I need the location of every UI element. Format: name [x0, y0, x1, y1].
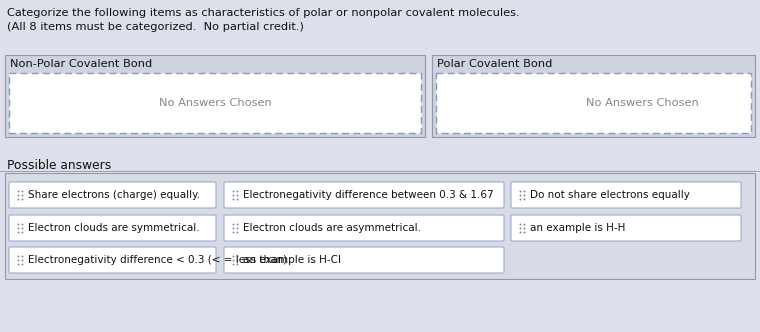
Text: Electron clouds are symmetrical.: Electron clouds are symmetrical.: [28, 223, 200, 233]
Text: Share electrons (charge) equally.: Share electrons (charge) equally.: [28, 190, 200, 200]
FancyBboxPatch shape: [9, 73, 421, 133]
FancyBboxPatch shape: [9, 247, 216, 273]
Text: Non-Polar Covalent Bond: Non-Polar Covalent Bond: [10, 59, 152, 69]
FancyBboxPatch shape: [224, 215, 504, 241]
FancyBboxPatch shape: [436, 73, 751, 133]
Text: No Answers Chosen: No Answers Chosen: [585, 98, 698, 108]
FancyBboxPatch shape: [224, 247, 504, 273]
FancyBboxPatch shape: [5, 173, 755, 279]
Text: (All 8 items must be categorized.  No partial credit.): (All 8 items must be categorized. No par…: [7, 22, 304, 32]
Text: an example is H-H: an example is H-H: [530, 223, 625, 233]
FancyBboxPatch shape: [432, 55, 755, 137]
FancyBboxPatch shape: [511, 215, 741, 241]
Text: Electronegativity difference between 0.3 & 1.67: Electronegativity difference between 0.3…: [243, 190, 494, 200]
Text: Do not share electrons equally: Do not share electrons equally: [530, 190, 690, 200]
FancyBboxPatch shape: [9, 182, 216, 208]
FancyBboxPatch shape: [5, 55, 425, 137]
Text: Electronegativity difference < 0.3 (< = less than): Electronegativity difference < 0.3 (< = …: [28, 255, 287, 265]
Text: Polar Covalent Bond: Polar Covalent Bond: [437, 59, 553, 69]
FancyBboxPatch shape: [9, 215, 216, 241]
FancyBboxPatch shape: [511, 182, 741, 208]
Text: Electron clouds are asymmetrical.: Electron clouds are asymmetrical.: [243, 223, 421, 233]
FancyBboxPatch shape: [224, 182, 504, 208]
Text: No Answers Chosen: No Answers Chosen: [159, 98, 271, 108]
Text: an example is H-Cl: an example is H-Cl: [243, 255, 341, 265]
Text: Categorize the following items as characteristics of polar or nonpolar covalent : Categorize the following items as charac…: [7, 8, 520, 18]
Text: Possible answers: Possible answers: [7, 159, 111, 172]
